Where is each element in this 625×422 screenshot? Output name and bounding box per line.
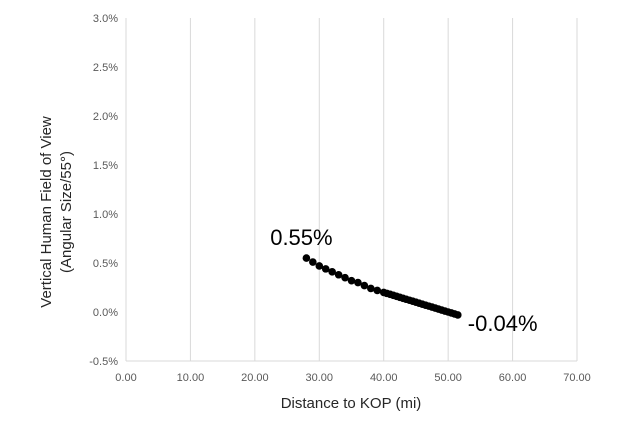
data-point-layer	[302, 254, 462, 319]
data-point	[360, 281, 369, 290]
data-point	[315, 262, 324, 270]
y-tick-label: 1.5%	[93, 160, 118, 172]
data-point	[347, 276, 356, 285]
data-point	[328, 268, 336, 276]
data-point	[321, 265, 330, 273]
x-tick-label: 30.00	[306, 372, 334, 384]
annotation-label-end: -0.04%	[468, 311, 538, 336]
data-point	[309, 258, 317, 266]
x-tick-label: 20.00	[241, 372, 269, 384]
x-tick-label: 60.00	[499, 372, 527, 384]
y-tick-label: 2.5%	[93, 62, 118, 74]
annotation-layer: 0.55% -0.04%	[270, 225, 537, 336]
x-tick-label: 40.00	[370, 372, 398, 384]
y-tick-label: 3.0%	[93, 13, 118, 25]
y-tick-label: 1.0%	[93, 209, 118, 221]
data-point	[334, 270, 343, 279]
data-point	[367, 284, 375, 293]
x-tick-label: 10.00	[177, 372, 205, 384]
x-axis-title: Distance to KOP (mi)	[281, 395, 422, 412]
y-tick-label: 0.5%	[93, 258, 118, 270]
data-point	[354, 278, 362, 287]
x-tick-label: 70.00	[563, 372, 591, 384]
data-point	[341, 273, 349, 282]
y-tick-label: 2.0%	[93, 111, 118, 123]
x-tick-label: 50.00	[434, 372, 462, 384]
data-point	[373, 286, 382, 295]
annotation-label-start: 0.55%	[270, 225, 332, 250]
x-tick-label: 0.00	[115, 372, 136, 384]
y-axis-title-line-1: Vertical Human Field of View	[38, 116, 55, 308]
data-point	[454, 311, 462, 319]
axis-layer	[125, 18, 577, 362]
y-tick-label: -0.5%	[89, 356, 118, 368]
y-tick-label: 0.0%	[93, 307, 118, 319]
y-axis-title-line-2: (Angular Size/55°)	[58, 151, 75, 273]
tick-label-layer: 0.00 10.00 20.00 30.00 40.00 50.00 60.00 70.00 -…	[89, 13, 591, 384]
data-point	[302, 254, 311, 262]
grid-layer	[189, 18, 578, 361]
